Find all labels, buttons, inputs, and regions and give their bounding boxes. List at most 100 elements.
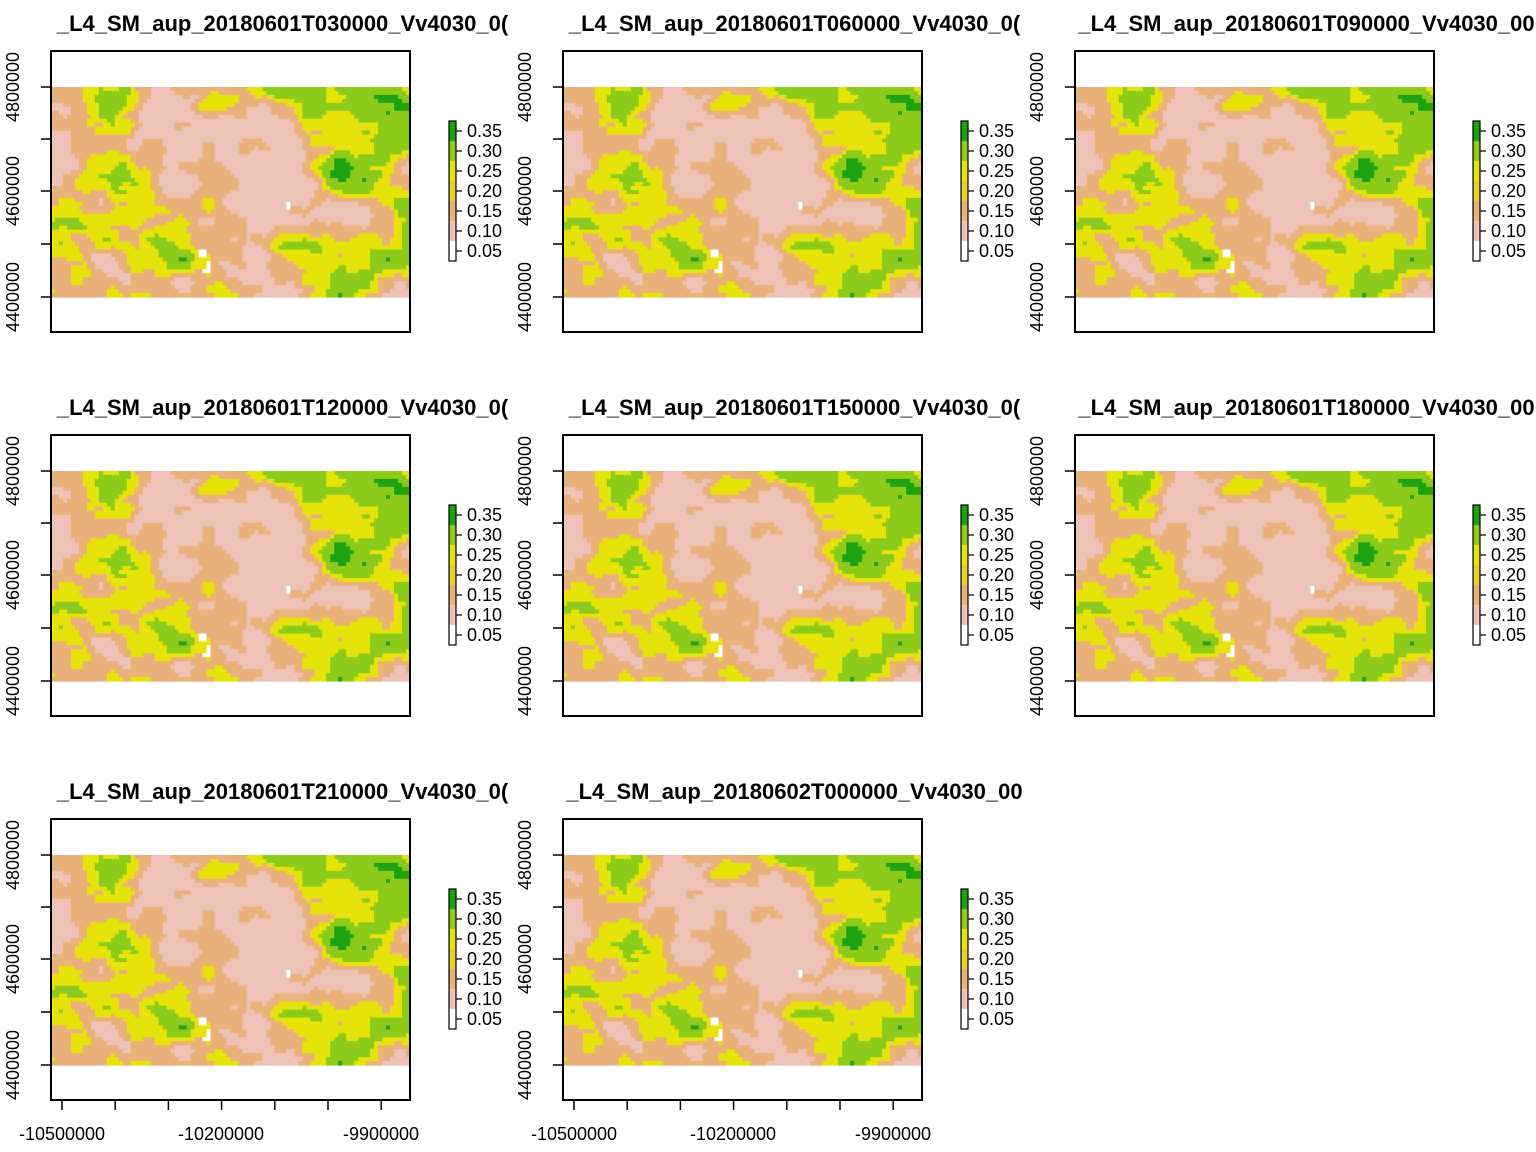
panel-title: _L4_SM_aup_20180601T030000_Vv4030_0( bbox=[56, 11, 509, 36]
x-tick-label: -10200000 bbox=[178, 1124, 264, 1144]
y-tick-label: 4600000 bbox=[515, 924, 535, 994]
legend-tick-label: 0.15 bbox=[1491, 585, 1526, 605]
legend-tick-label: 0.10 bbox=[979, 989, 1014, 1009]
y-tick-label: 4800000 bbox=[3, 436, 23, 506]
legend-tick-label: 0.20 bbox=[1491, 181, 1526, 201]
legend-tick-label: 0.30 bbox=[979, 525, 1014, 545]
legend-tick-label: 0.10 bbox=[979, 221, 1014, 241]
y-tick-label: 4600000 bbox=[1027, 540, 1047, 610]
y-tick-label: 4800000 bbox=[1027, 52, 1047, 122]
legend-tick-label: 0.30 bbox=[1491, 141, 1526, 161]
panel-title: _L4_SM_aup_20180601T180000_Vv4030_00 bbox=[1077, 395, 1534, 420]
legend-tick-label: 0.35 bbox=[979, 889, 1014, 909]
panel-title: _L4_SM_aup_20180601T210000_Vv4030_0( bbox=[56, 779, 509, 804]
soil-moisture-raster bbox=[51, 855, 411, 1066]
legend-tick-label: 0.25 bbox=[1491, 545, 1526, 565]
y-tick-label: 4600000 bbox=[515, 156, 535, 226]
y-tick-label: 4400000 bbox=[515, 1030, 535, 1100]
map-panel: _L4_SM_aup_20180602T000000_Vv4030_00 4400… bbox=[515, 779, 1023, 1144]
legend-colorbar: 0.350.300.250.200.150.100.05 bbox=[448, 120, 502, 262]
legend-tick-label: 0.30 bbox=[467, 525, 502, 545]
legend-tick-label: 0.20 bbox=[979, 565, 1014, 585]
map-panel: _L4_SM_aup_20180601T060000_Vv4030_0( 4400… bbox=[515, 11, 1021, 333]
map-panel: _L4_SM_aup_20180601T090000_Vv4030_00 4400… bbox=[1027, 11, 1535, 333]
legend-tick-label: 0.25 bbox=[979, 545, 1014, 565]
soil-moisture-raster bbox=[51, 87, 411, 298]
legend-tick-label: 0.15 bbox=[467, 201, 502, 221]
legend-tick-label: 0.20 bbox=[467, 949, 502, 969]
legend-tick-label: 0.35 bbox=[979, 121, 1014, 141]
panel-title: _L4_SM_aup_20180602T000000_Vv4030_00 bbox=[565, 779, 1022, 804]
y-tick-label: 4400000 bbox=[1027, 646, 1047, 716]
panel-title: _L4_SM_aup_20180601T060000_Vv4030_0( bbox=[568, 11, 1021, 36]
legend-tick-label: 0.05 bbox=[467, 1009, 502, 1029]
panel-title: _L4_SM_aup_20180601T090000_Vv4030_00 bbox=[1077, 11, 1534, 36]
map-panel: _L4_SM_aup_20180601T120000_Vv4030_0( 4400… bbox=[3, 395, 509, 717]
legend-tick-label: 0.25 bbox=[467, 161, 502, 181]
legend-tick-label: 0.25 bbox=[467, 545, 502, 565]
legend-tick-label: 0.15 bbox=[979, 969, 1014, 989]
legend-tick-label: 0.30 bbox=[467, 909, 502, 929]
soil-moisture-raster bbox=[563, 471, 923, 682]
legend-tick-label: 0.05 bbox=[979, 625, 1014, 645]
y-tick-label: 4800000 bbox=[515, 436, 535, 506]
panel-title: _L4_SM_aup_20180601T150000_Vv4030_0( bbox=[568, 395, 1021, 420]
legend-tick-label: 0.15 bbox=[467, 585, 502, 605]
legend-colorbar: 0.350.300.250.200.150.100.05 bbox=[960, 888, 1014, 1030]
x-tick-label: -10500000 bbox=[19, 1124, 105, 1144]
legend-tick-label: 0.05 bbox=[1491, 625, 1526, 645]
legend-colorbar: 0.350.300.250.200.150.100.05 bbox=[1472, 504, 1526, 646]
soil-moisture-raster bbox=[51, 471, 411, 682]
legend-tick-label: 0.10 bbox=[979, 605, 1014, 625]
y-tick-label: 4400000 bbox=[1027, 262, 1047, 332]
y-tick-label: 4800000 bbox=[515, 52, 535, 122]
legend-tick-label: 0.35 bbox=[979, 505, 1014, 525]
legend-tick-label: 0.30 bbox=[979, 141, 1014, 161]
legend-tick-label: 0.10 bbox=[1491, 605, 1526, 625]
legend-tick-label: 0.05 bbox=[467, 241, 502, 261]
legend-tick-label: 0.15 bbox=[1491, 201, 1526, 221]
legend-tick-label: 0.20 bbox=[467, 181, 502, 201]
y-tick-label: 4400000 bbox=[3, 1030, 23, 1100]
legend-tick-label: 0.10 bbox=[467, 221, 502, 241]
y-tick-label: 4800000 bbox=[515, 820, 535, 890]
legend-tick-label: 0.10 bbox=[467, 605, 502, 625]
y-tick-label: 4600000 bbox=[3, 924, 23, 994]
legend-tick-label: 0.15 bbox=[979, 201, 1014, 221]
x-tick-label: -9900000 bbox=[855, 1124, 931, 1144]
legend-tick-label: 0.10 bbox=[467, 989, 502, 1009]
y-tick-label: 4600000 bbox=[1027, 156, 1047, 226]
legend-tick-label: 0.15 bbox=[979, 585, 1014, 605]
legend-tick-label: 0.35 bbox=[467, 121, 502, 141]
y-tick-label: 4400000 bbox=[3, 646, 23, 716]
soil-moisture-raster bbox=[563, 87, 923, 298]
legend-tick-label: 0.20 bbox=[979, 181, 1014, 201]
legend-tick-label: 0.05 bbox=[979, 241, 1014, 261]
legend-tick-label: 0.35 bbox=[467, 505, 502, 525]
legend-tick-label: 0.35 bbox=[1491, 121, 1526, 141]
soil-moisture-raster bbox=[563, 855, 923, 1066]
y-tick-label: 4800000 bbox=[3, 52, 23, 122]
legend-tick-label: 0.15 bbox=[467, 969, 502, 989]
panel-title: _L4_SM_aup_20180601T120000_Vv4030_0( bbox=[56, 395, 509, 420]
y-tick-label: 4800000 bbox=[3, 820, 23, 890]
legend-colorbar: 0.350.300.250.200.150.100.05 bbox=[448, 504, 502, 646]
legend-colorbar: 0.350.300.250.200.150.100.05 bbox=[960, 504, 1014, 646]
legend-colorbar: 0.350.300.250.200.150.100.05 bbox=[960, 120, 1014, 262]
x-tick-label: -10500000 bbox=[531, 1124, 617, 1144]
y-tick-label: 4600000 bbox=[515, 540, 535, 610]
legend-tick-label: 0.05 bbox=[467, 625, 502, 645]
x-tick-label: -9900000 bbox=[343, 1124, 419, 1144]
legend-tick-label: 0.10 bbox=[1491, 221, 1526, 241]
y-tick-label: 4400000 bbox=[515, 646, 535, 716]
legend-tick-label: 0.30 bbox=[979, 909, 1014, 929]
y-tick-label: 4600000 bbox=[3, 156, 23, 226]
legend-tick-label: 0.30 bbox=[1491, 525, 1526, 545]
map-panel: _L4_SM_aup_20180601T150000_Vv4030_0( 4400… bbox=[515, 395, 1021, 717]
x-tick-label: -10200000 bbox=[690, 1124, 776, 1144]
map-panel: _L4_SM_aup_20180601T210000_Vv4030_0( 4400… bbox=[3, 779, 509, 1144]
y-tick-label: 4400000 bbox=[515, 262, 535, 332]
map-panel: _L4_SM_aup_20180601T180000_Vv4030_00 4400… bbox=[1027, 395, 1535, 717]
y-tick-label: 4600000 bbox=[3, 540, 23, 610]
